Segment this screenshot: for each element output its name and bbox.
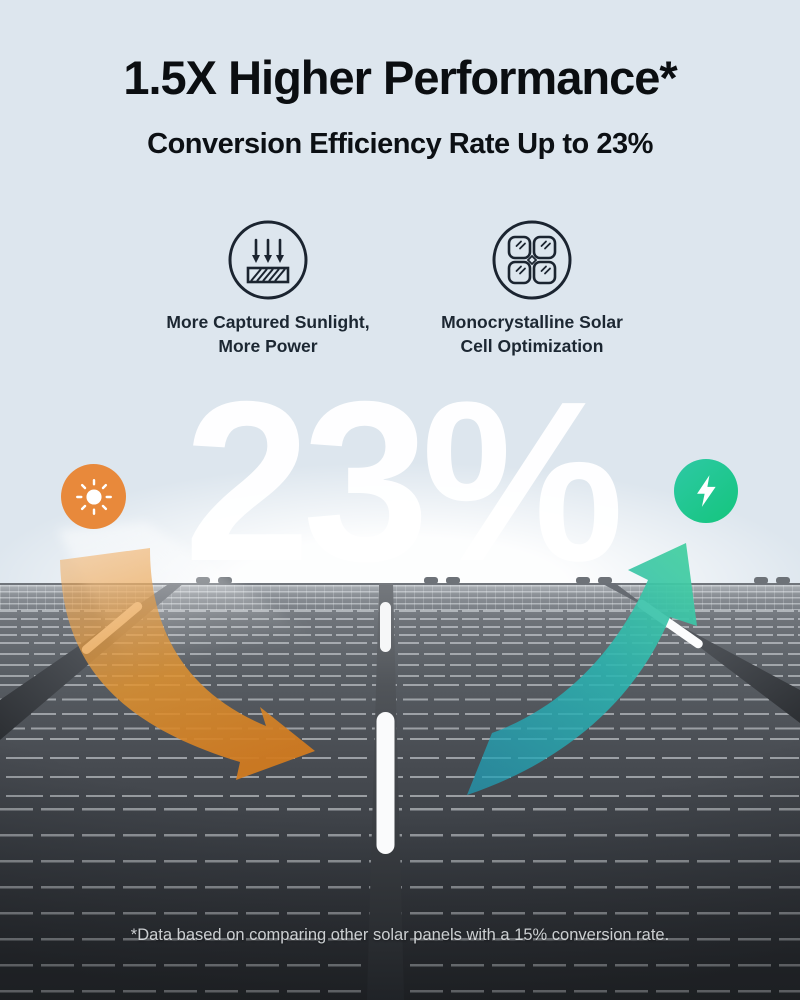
efficiency-value: 23% [183, 355, 624, 609]
caption-line: Monocrystalline Solar [441, 312, 623, 332]
lightning-badge [674, 459, 738, 523]
solar-cells-icon [492, 220, 572, 300]
caption-line: More Power [218, 336, 318, 356]
sunlight-capture-icon [228, 220, 308, 300]
page-subtitle: Conversion Efficiency Rate Up to 23% [147, 128, 653, 160]
caption-line: Cell Optimization [460, 336, 604, 356]
feature-caption: Monocrystalline Solar Cell Optimization [441, 310, 623, 358]
feature-list: More Captured Sunlight, More Power [140, 218, 660, 358]
sun-icon [75, 478, 112, 515]
sun-badge [61, 464, 126, 529]
page-title: 1.5X Higher Performance* [123, 51, 677, 104]
caption-line: More Captured Sunlight, [166, 312, 370, 332]
feature-monocrystalline: Monocrystalline Solar Cell Optimization [404, 218, 660, 358]
footnote: *Data based on comparing other solar pan… [130, 926, 670, 944]
feature-sunlight: More Captured Sunlight, More Power [140, 218, 396, 358]
feature-caption: More Captured Sunlight, More Power [166, 310, 369, 358]
lightning-icon [697, 475, 716, 507]
